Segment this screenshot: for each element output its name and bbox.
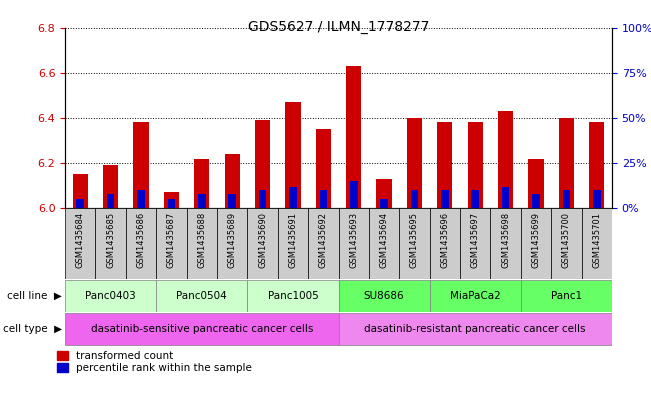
- Bar: [498, 111, 513, 208]
- Text: GSM1435700: GSM1435700: [562, 212, 571, 268]
- FancyBboxPatch shape: [430, 208, 460, 279]
- Text: GSM1435686: GSM1435686: [137, 212, 146, 268]
- Bar: [258, 190, 266, 208]
- Bar: [103, 165, 118, 208]
- FancyBboxPatch shape: [460, 208, 490, 279]
- Text: GSM1435693: GSM1435693: [349, 212, 358, 268]
- Text: SU8686: SU8686: [364, 291, 404, 301]
- Bar: [229, 194, 236, 208]
- Bar: [194, 158, 210, 208]
- Text: GSM1435696: GSM1435696: [440, 212, 449, 268]
- Bar: [376, 179, 392, 208]
- FancyBboxPatch shape: [308, 208, 339, 279]
- Bar: [73, 174, 88, 208]
- Bar: [168, 199, 175, 208]
- Bar: [407, 118, 422, 208]
- Bar: [467, 122, 483, 208]
- Text: GSM1435698: GSM1435698: [501, 212, 510, 268]
- Text: GSM1435695: GSM1435695: [410, 212, 419, 268]
- Bar: [471, 190, 479, 208]
- FancyBboxPatch shape: [369, 208, 399, 279]
- Bar: [533, 194, 540, 208]
- FancyBboxPatch shape: [430, 280, 521, 312]
- Text: GSM1435697: GSM1435697: [471, 212, 480, 268]
- Text: Panc1005: Panc1005: [268, 291, 318, 301]
- FancyBboxPatch shape: [339, 313, 612, 345]
- Bar: [346, 66, 361, 208]
- Text: GSM1435699: GSM1435699: [531, 212, 540, 268]
- Bar: [285, 102, 301, 208]
- FancyBboxPatch shape: [339, 208, 369, 279]
- FancyBboxPatch shape: [65, 313, 339, 345]
- Text: GSM1435694: GSM1435694: [380, 212, 389, 268]
- FancyBboxPatch shape: [399, 208, 430, 279]
- FancyBboxPatch shape: [521, 280, 612, 312]
- Bar: [411, 190, 419, 208]
- Bar: [589, 122, 604, 208]
- Bar: [77, 199, 84, 208]
- Text: GSM1435685: GSM1435685: [106, 212, 115, 268]
- Text: GSM1435692: GSM1435692: [319, 212, 328, 268]
- FancyBboxPatch shape: [490, 208, 521, 279]
- Text: GDS5627 / ILMN_1778277: GDS5627 / ILMN_1778277: [248, 20, 429, 34]
- FancyBboxPatch shape: [278, 208, 308, 279]
- Text: cell line  ▶: cell line ▶: [7, 291, 62, 301]
- Text: dasatinib-sensitive pancreatic cancer cells: dasatinib-sensitive pancreatic cancer ce…: [90, 324, 313, 334]
- FancyBboxPatch shape: [65, 208, 96, 279]
- Bar: [255, 120, 270, 208]
- Bar: [593, 190, 600, 208]
- Bar: [350, 181, 357, 208]
- Text: cell type  ▶: cell type ▶: [3, 324, 62, 334]
- Bar: [164, 193, 179, 208]
- FancyBboxPatch shape: [65, 280, 156, 312]
- Bar: [562, 190, 570, 208]
- Text: Panc0403: Panc0403: [85, 291, 136, 301]
- FancyBboxPatch shape: [247, 280, 339, 312]
- Bar: [437, 122, 452, 208]
- FancyBboxPatch shape: [521, 208, 551, 279]
- Text: GSM1435690: GSM1435690: [258, 212, 267, 268]
- Text: Panc1: Panc1: [551, 291, 582, 301]
- Text: dasatinib-resistant pancreatic cancer cells: dasatinib-resistant pancreatic cancer ce…: [365, 324, 586, 334]
- Bar: [133, 122, 148, 208]
- FancyBboxPatch shape: [126, 208, 156, 279]
- Bar: [320, 190, 327, 208]
- Bar: [529, 158, 544, 208]
- Text: GSM1435689: GSM1435689: [228, 212, 237, 268]
- Bar: [198, 194, 206, 208]
- FancyBboxPatch shape: [217, 208, 247, 279]
- Bar: [380, 199, 388, 208]
- Text: GSM1435688: GSM1435688: [197, 212, 206, 268]
- Text: GSM1435701: GSM1435701: [592, 212, 602, 268]
- FancyBboxPatch shape: [156, 280, 247, 312]
- FancyBboxPatch shape: [551, 208, 581, 279]
- FancyBboxPatch shape: [581, 208, 612, 279]
- Bar: [502, 187, 510, 208]
- Bar: [225, 154, 240, 208]
- Bar: [559, 118, 574, 208]
- Bar: [137, 190, 145, 208]
- FancyBboxPatch shape: [156, 208, 187, 279]
- Bar: [289, 187, 297, 208]
- Bar: [441, 190, 449, 208]
- Legend: transformed count, percentile rank within the sample: transformed count, percentile rank withi…: [57, 351, 252, 373]
- FancyBboxPatch shape: [339, 280, 430, 312]
- FancyBboxPatch shape: [187, 208, 217, 279]
- FancyBboxPatch shape: [96, 208, 126, 279]
- Text: GSM1435687: GSM1435687: [167, 212, 176, 268]
- Bar: [107, 194, 115, 208]
- Text: GSM1435691: GSM1435691: [288, 212, 298, 268]
- Text: Panc0504: Panc0504: [176, 291, 227, 301]
- Text: MiaPaCa2: MiaPaCa2: [450, 291, 501, 301]
- Text: GSM1435684: GSM1435684: [76, 212, 85, 268]
- FancyBboxPatch shape: [247, 208, 278, 279]
- Bar: [316, 129, 331, 208]
